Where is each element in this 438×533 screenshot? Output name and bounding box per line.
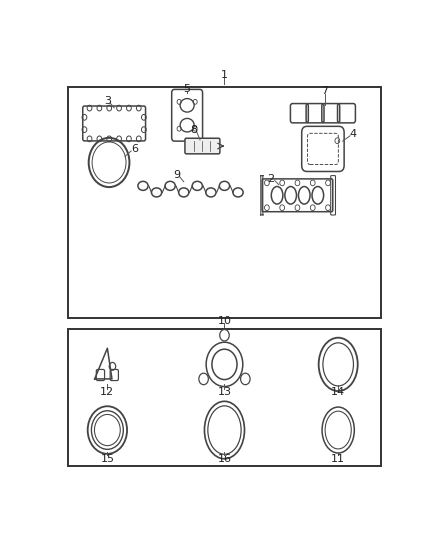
Text: 7: 7 — [321, 86, 328, 95]
Text: 4: 4 — [350, 129, 357, 139]
Text: 10: 10 — [218, 316, 231, 326]
Text: 12: 12 — [100, 387, 114, 397]
Text: 13: 13 — [218, 387, 231, 397]
Text: 15: 15 — [100, 454, 114, 464]
Bar — [68, 329, 381, 466]
Text: 8: 8 — [191, 125, 198, 135]
Text: 16: 16 — [218, 454, 231, 464]
Text: 6: 6 — [131, 144, 138, 154]
Bar — [68, 86, 381, 318]
Text: 11: 11 — [331, 454, 345, 464]
Text: 9: 9 — [173, 170, 180, 180]
Text: 1: 1 — [221, 70, 228, 80]
Text: 3: 3 — [104, 96, 111, 106]
Text: 2: 2 — [267, 174, 274, 184]
Text: 5: 5 — [184, 84, 191, 94]
FancyBboxPatch shape — [185, 138, 220, 154]
Text: 14: 14 — [331, 387, 345, 397]
